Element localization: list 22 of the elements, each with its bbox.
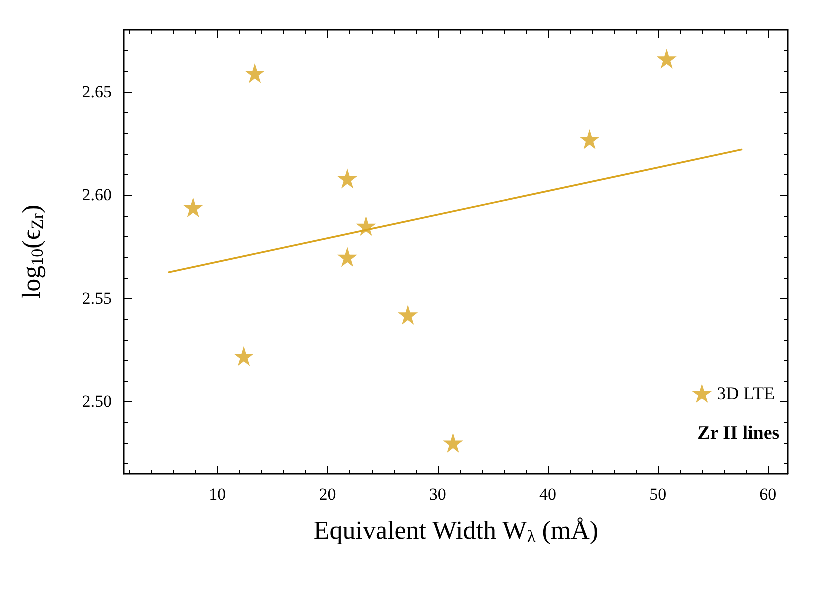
y-tick-label: 2.60 <box>82 186 112 205</box>
point <box>183 198 204 218</box>
point <box>245 63 266 84</box>
x-tick-label: 40 <box>539 485 556 504</box>
point <box>234 346 254 366</box>
x-tick-label: 20 <box>319 485 336 504</box>
y-axis-title: log10(ϵZr) <box>17 204 47 300</box>
point <box>443 433 464 454</box>
x-tick-label: 30 <box>429 485 446 504</box>
x-tick-label: 50 <box>650 485 667 504</box>
y-tick-label: 2.65 <box>82 82 112 102</box>
point <box>338 168 358 189</box>
point <box>580 129 600 150</box>
annotation: Zr II lines <box>698 423 780 444</box>
x-tick-label: 60 <box>760 485 777 504</box>
point <box>398 304 418 325</box>
point <box>338 247 358 268</box>
y-tick-label: 2.50 <box>82 392 112 412</box>
point <box>656 48 677 69</box>
y-tick-label: 2.55 <box>82 288 112 308</box>
legend-label: 3D LTE <box>717 384 776 404</box>
x-tick-label: 10 <box>209 485 226 504</box>
